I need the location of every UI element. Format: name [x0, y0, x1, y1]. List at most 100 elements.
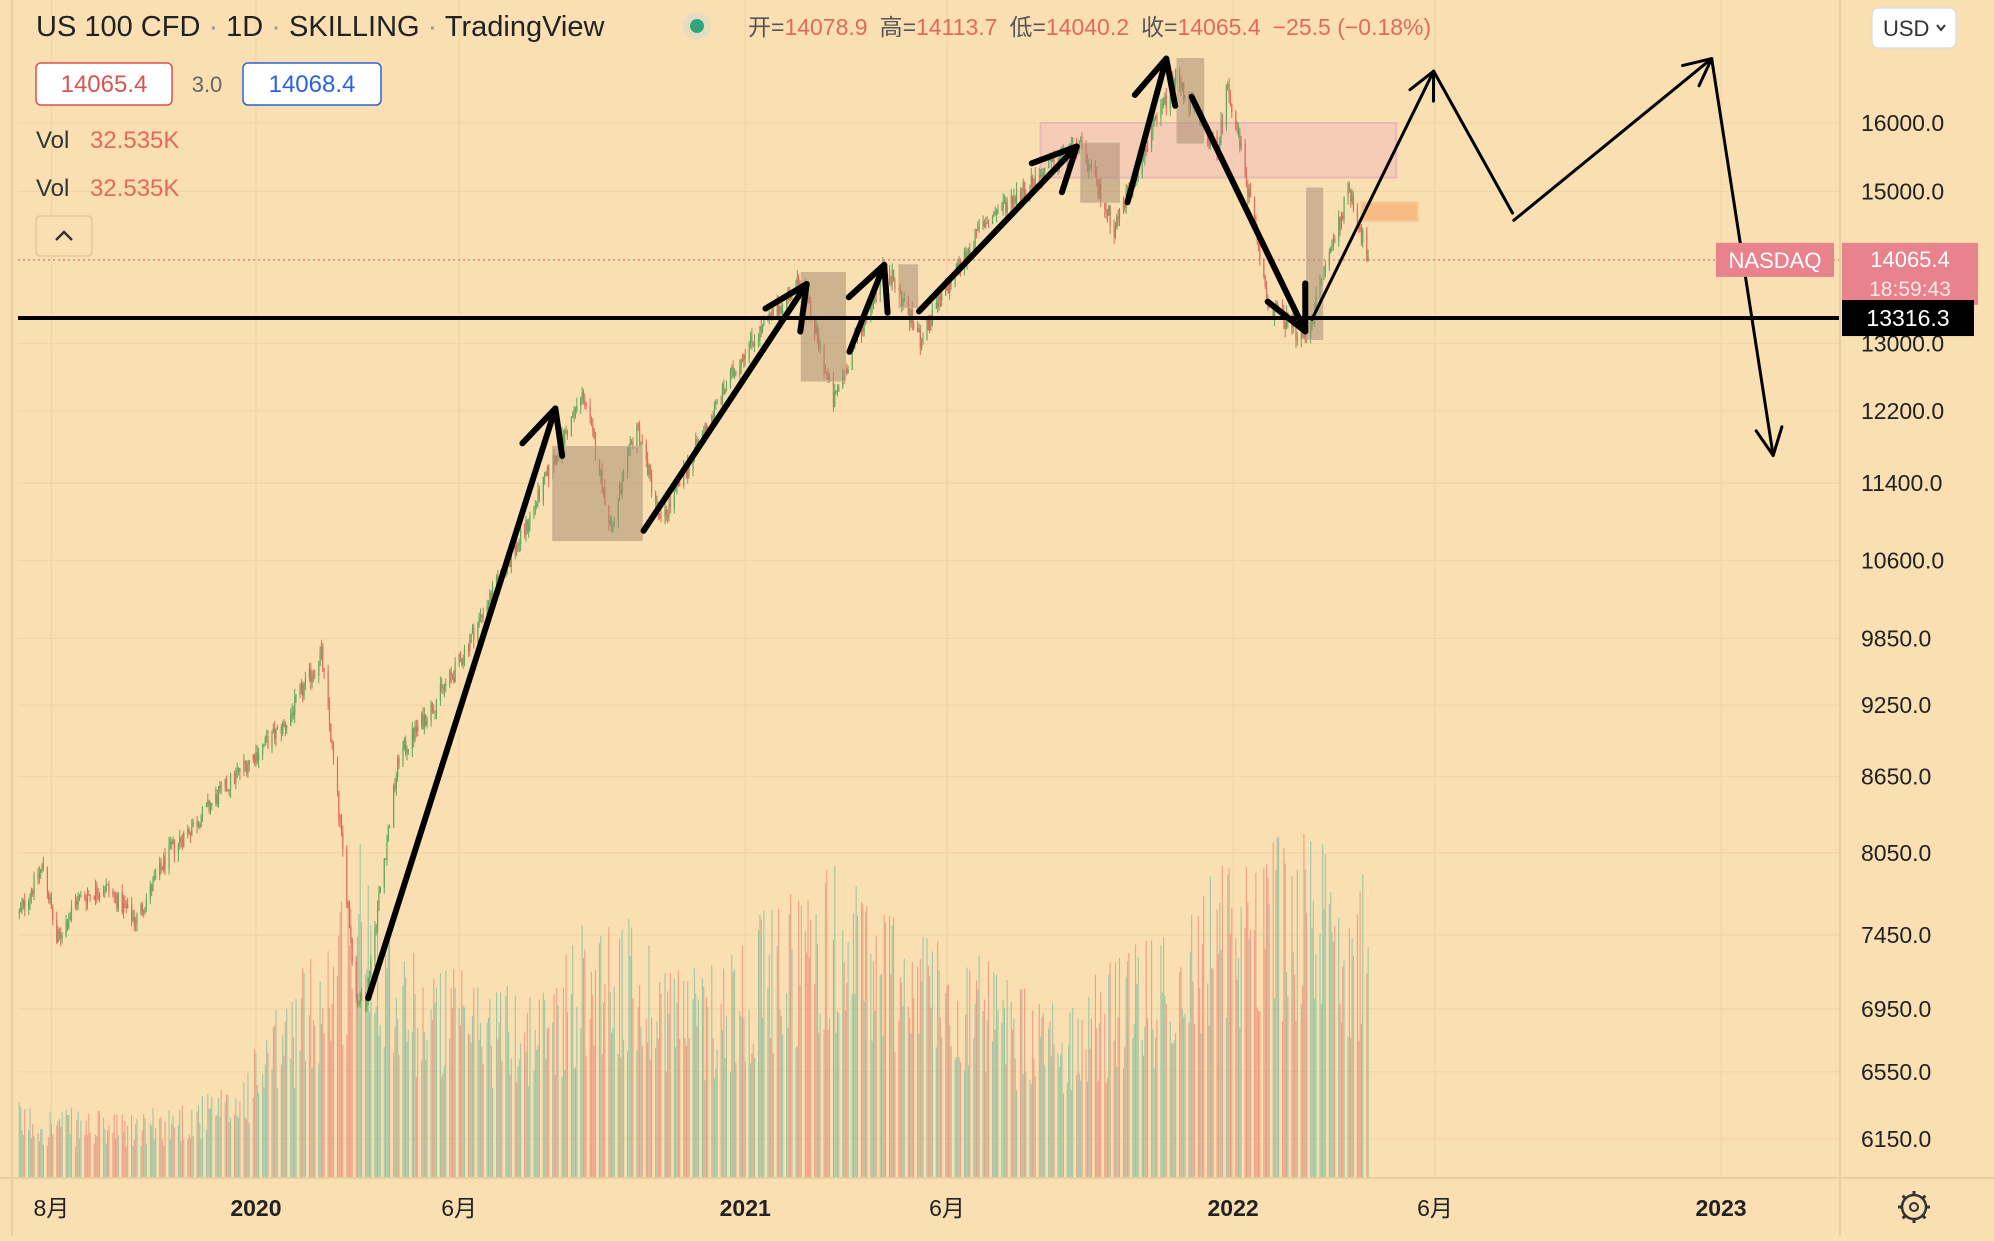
- candle: [332, 743, 335, 759]
- volume-bar: [160, 1117, 162, 1178]
- volume-bar: [684, 1038, 686, 1178]
- symbol-title[interactable]: US 100 CFD · 1D · SKILLING · TradingView: [36, 11, 605, 43]
- candle: [1247, 185, 1249, 197]
- volume-bar: [1184, 1013, 1186, 1178]
- volume-bar: [1113, 1040, 1115, 1178]
- volume-bar: [57, 1120, 59, 1178]
- candle: [1116, 216, 1118, 229]
- volume-bar: [1193, 1024, 1195, 1178]
- volume-bar: [935, 1047, 937, 1178]
- volume-bar: [894, 1052, 896, 1178]
- buy-button[interactable]: [242, 62, 382, 106]
- candle: [330, 723, 332, 742]
- candle: [284, 723, 286, 729]
- volume-bar: [299, 1050, 301, 1178]
- trend-arrows[interactable]: [365, 55, 1784, 1002]
- volume-bar: [636, 1050, 638, 1178]
- volume-bar: [1267, 877, 1269, 1178]
- volume-bar: [776, 945, 778, 1178]
- candle: [739, 366, 741, 375]
- candle: [490, 593, 492, 601]
- volume-bar: [1180, 967, 1182, 1178]
- candle: [358, 1003, 360, 1005]
- volume-bar: [1320, 1003, 1322, 1178]
- candle: [237, 768, 240, 771]
- candle: [97, 895, 99, 898]
- volume-bar: [116, 1114, 118, 1178]
- candle: [1272, 305, 1274, 318]
- candle: [673, 489, 675, 507]
- volume-bar: [1212, 968, 1214, 1178]
- volume-bar: [966, 967, 968, 1178]
- volume-bar: [40, 1129, 42, 1178]
- candle: [179, 837, 181, 843]
- candle: [491, 585, 494, 601]
- volume-bar: [795, 1047, 797, 1178]
- volume-bar: [50, 1123, 52, 1178]
- candle: [303, 685, 305, 697]
- candle: [1249, 188, 1252, 198]
- volume-bar: [902, 1006, 904, 1178]
- volume-bar: [570, 993, 572, 1178]
- candle: [191, 826, 193, 836]
- candle: [526, 520, 528, 531]
- volume-bars: [18, 833, 1369, 1178]
- candle: [1030, 175, 1032, 187]
- volume-bar: [201, 1096, 204, 1178]
- time-axis[interactable]: 8月 2020 6月 2021 6月 2022 6月 2023: [34, 1195, 1747, 1221]
- volume-bar: [879, 974, 881, 1178]
- collapse-button[interactable]: [35, 215, 93, 257]
- volume-bar: [826, 869, 828, 1178]
- volume-bar: [520, 1043, 522, 1178]
- candle: [338, 791, 340, 818]
- candle: [350, 927, 352, 940]
- candle: [647, 458, 649, 476]
- volume-bar: [228, 1122, 230, 1178]
- candle: [93, 896, 95, 900]
- volume-bar: [947, 984, 949, 1178]
- volume-bar: [1105, 1083, 1107, 1178]
- sell-button[interactable]: [35, 62, 173, 106]
- volume-bar: [985, 1071, 987, 1178]
- volume-bar: [645, 1018, 647, 1178]
- volume-bar: [1072, 1008, 1074, 1178]
- price-axis[interactable]: 16000.015000.013000.012200.011400.010600…: [1861, 110, 1944, 1152]
- candle: [459, 654, 462, 659]
- candle: [544, 474, 546, 478]
- candle: [80, 894, 82, 896]
- candle: [346, 849, 348, 904]
- candle: [791, 294, 793, 300]
- volume-bar: [482, 1063, 484, 1178]
- candle: [271, 731, 273, 749]
- volume-bar: [804, 931, 806, 1178]
- currency-select[interactable]: [1871, 7, 1957, 49]
- volume-bar: [907, 1006, 909, 1178]
- candle: [751, 335, 753, 343]
- candle: [161, 868, 163, 871]
- candle: [132, 917, 134, 921]
- volume-bar: [1217, 953, 1219, 1178]
- candle: [450, 671, 452, 675]
- candle: [1300, 326, 1302, 339]
- candle: [537, 489, 539, 504]
- volume-bar: [1334, 925, 1336, 1178]
- volume-bar: [977, 989, 979, 1178]
- candle: [413, 728, 415, 741]
- volume-bar: [675, 1047, 677, 1178]
- price-tick-label: 6950.0: [1861, 996, 1931, 1022]
- candle: [562, 433, 564, 444]
- gear-tooth: [1921, 1214, 1927, 1220]
- candle: [1023, 182, 1026, 198]
- price-tick-label: 6550.0: [1861, 1059, 1931, 1085]
- volume-bar: [1171, 1042, 1173, 1178]
- volume-bar: [796, 1046, 798, 1178]
- settings-button[interactable]: [1898, 1191, 1930, 1223]
- volume-bar: [891, 925, 893, 1178]
- candle: [1038, 175, 1040, 177]
- candle: [336, 758, 339, 792]
- volume-bar: [1191, 914, 1193, 1178]
- volume-bar: [557, 1005, 559, 1178]
- volume-bar: [862, 904, 864, 1178]
